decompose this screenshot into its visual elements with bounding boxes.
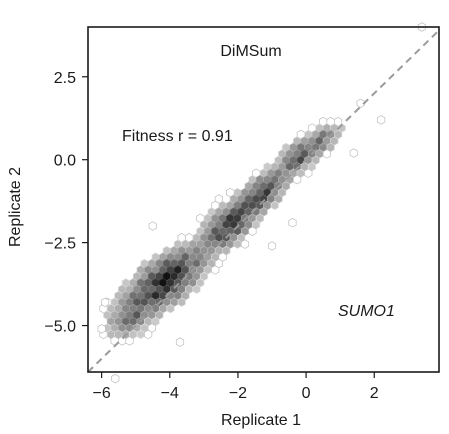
hexbin-cell — [192, 284, 201, 295]
hexbin-cell — [270, 200, 279, 211]
y-tick-label: 0.0 — [54, 153, 76, 170]
y-tick-label: 2.5 — [54, 70, 76, 87]
hexbin-cell — [322, 149, 331, 159]
outlier-point — [356, 98, 365, 109]
x-tick-label: −4 — [161, 385, 179, 402]
outlier-point — [100, 297, 110, 308]
hexbin-cell — [177, 297, 186, 307]
hexbin-cell — [166, 303, 175, 314]
y-axis-title: Replicate 2 — [7, 167, 24, 247]
hexbin-cell — [233, 239, 242, 249]
x-axis: −6 −4 −2 0 2 — [93, 372, 379, 402]
hexbin-cell — [211, 265, 220, 275]
outlier-point — [349, 148, 358, 158]
y-tick-label: −2.5 — [44, 236, 76, 253]
outlier-point — [376, 115, 386, 125]
outlier-point — [267, 241, 277, 251]
hexbin-cell — [293, 174, 302, 185]
y-tick-label: −5.0 — [44, 319, 76, 336]
outlier-point — [148, 221, 157, 231]
gene-label: SUMO1 — [338, 303, 395, 320]
hexbin-cell — [125, 336, 134, 346]
y-axis: −5.0 −2.5 0.0 2.5 — [44, 70, 88, 336]
x-tick-label: 2 — [370, 385, 379, 402]
hexbin-cell — [240, 239, 250, 249]
x-axis-title: Replicate 1 — [221, 412, 301, 429]
hexbin-cell — [136, 329, 145, 340]
outlier-point — [175, 337, 185, 347]
hexbin-cell — [304, 168, 313, 178]
fitness-annotation: Fitness r = 0.91 — [122, 128, 233, 145]
outlier-point — [111, 373, 120, 384]
chart-title: DiMSum — [220, 43, 281, 60]
identity-line — [87, 29, 440, 373]
outlier-point — [97, 324, 106, 334]
plot-frame — [87, 26, 440, 373]
hexbin-cell — [248, 226, 257, 236]
x-tick-label: −6 — [93, 385, 111, 402]
x-tick-label: 0 — [302, 385, 311, 402]
hexbin-cell — [144, 329, 153, 340]
outlier-point — [288, 218, 297, 228]
x-tick-label: −2 — [229, 385, 247, 402]
